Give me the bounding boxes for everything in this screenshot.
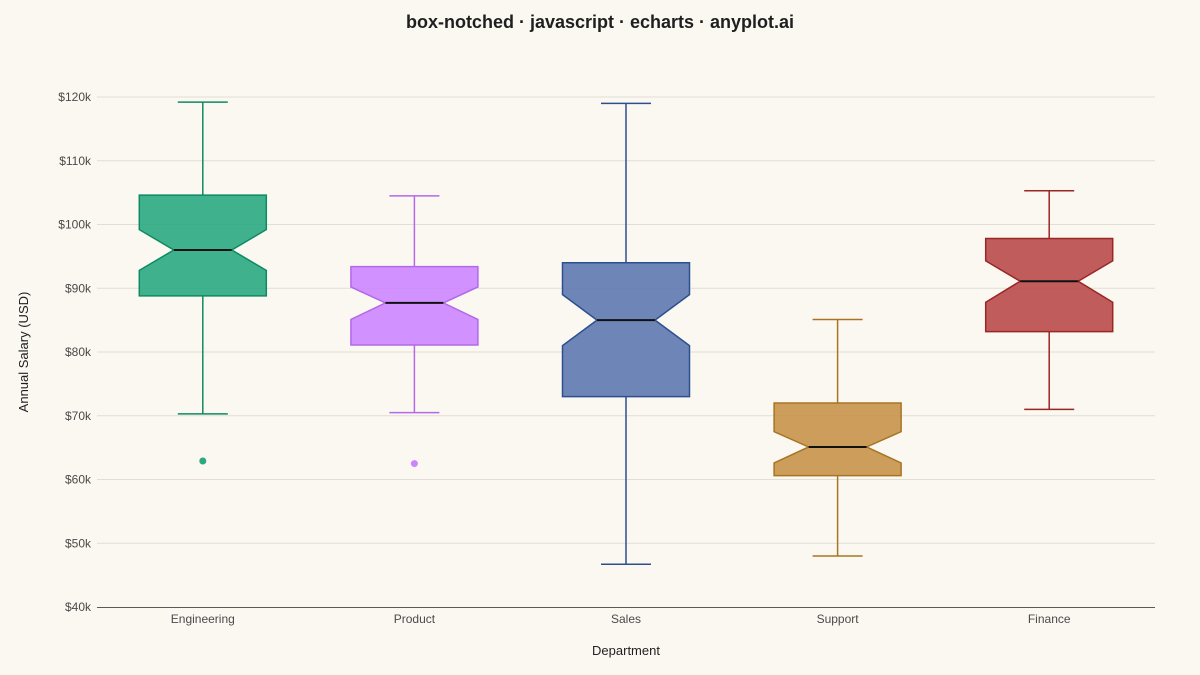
- notched-box: [138, 194, 268, 297]
- y-tick-label: $100k: [58, 218, 92, 232]
- x-axis-ticks: Engineering Product Sales Support Finance: [171, 612, 1071, 626]
- notched-box: [561, 262, 691, 398]
- box-engineering: [138, 101, 268, 465]
- y-axis-title: Annual Salary (USD): [16, 292, 31, 413]
- x-tick-label: Sales: [611, 612, 641, 626]
- x-axis-title: Department: [592, 643, 660, 658]
- box-product: [350, 195, 479, 468]
- y-tick-label: $70k: [65, 409, 92, 423]
- box-finance: [984, 189, 1114, 411]
- x-tick-label: Support: [817, 612, 860, 626]
- notched-box: [984, 237, 1114, 333]
- y-tick-label: $50k: [65, 536, 92, 550]
- outlier-point: [410, 460, 418, 468]
- chart-title: box-notched · javascript · echarts · any…: [406, 12, 794, 32]
- y-tick-label: $60k: [65, 473, 92, 487]
- y-tick-label: $120k: [58, 90, 92, 104]
- box-support: [773, 318, 902, 557]
- box-sales: [561, 102, 691, 566]
- boxes: [138, 101, 1114, 566]
- notched-box: [350, 265, 479, 346]
- x-tick-label: Engineering: [171, 612, 235, 626]
- y-tick-label: $90k: [65, 281, 92, 295]
- y-tick-label: $80k: [65, 345, 92, 359]
- x-tick-label: Finance: [1028, 612, 1071, 626]
- y-axis-ticks: $40k $50k $60k $70k $80k $90k $100k $110k $120k: [58, 90, 92, 614]
- outlier-point: [199, 457, 207, 465]
- x-tick-label: Product: [394, 612, 436, 626]
- y-tick-label: $40k: [65, 600, 92, 614]
- notched-box: [773, 402, 902, 477]
- y-tick-label: $110k: [59, 154, 92, 168]
